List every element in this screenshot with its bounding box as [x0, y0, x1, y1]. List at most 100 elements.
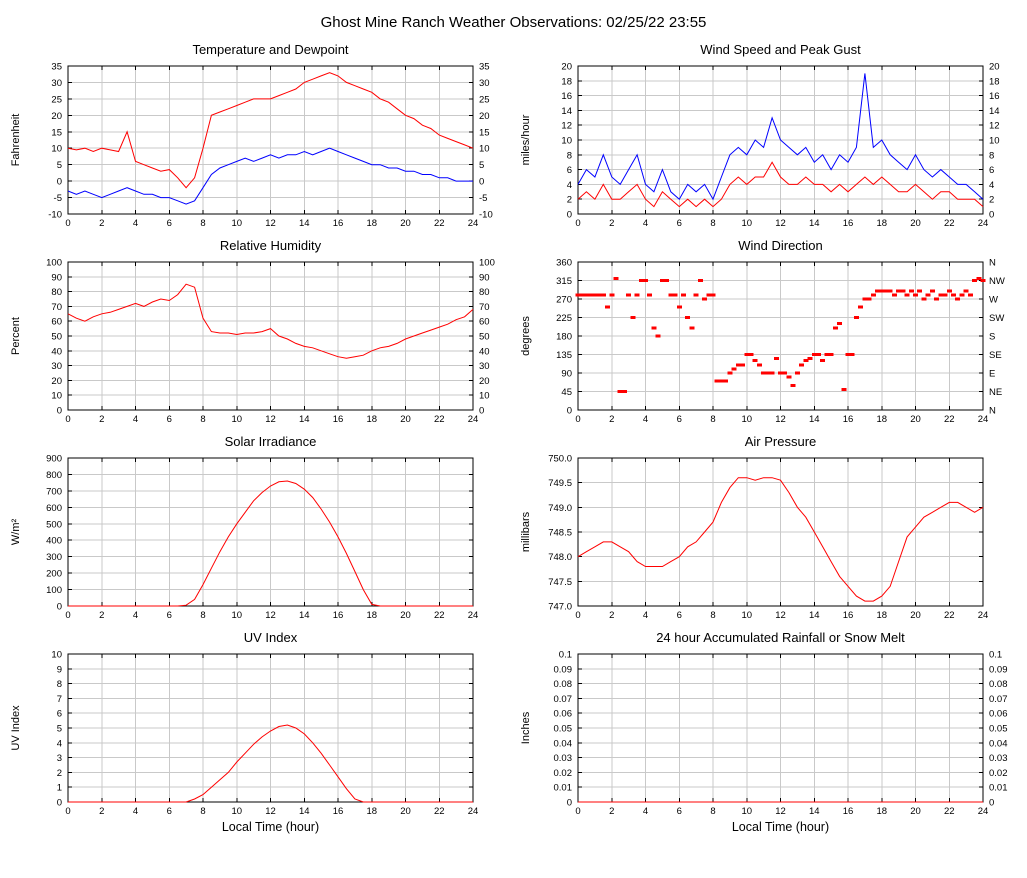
svg-text:12: 12: [265, 610, 276, 621]
svg-text:W: W: [989, 295, 998, 306]
chart-air-pressure: Air Pressure 0 2 4 6 8 10 12 14 16 18 20 22 24 747.0 7…: [516, 433, 1021, 623]
svg-text:5: 5: [479, 160, 484, 171]
svg-text:90: 90: [51, 272, 62, 283]
svg-text:0: 0: [989, 798, 994, 809]
svg-text:0: 0: [57, 602, 62, 613]
svg-text:500: 500: [46, 519, 62, 530]
svg-text:8: 8: [57, 679, 62, 690]
svg-text:22: 22: [944, 218, 955, 229]
svg-text:9: 9: [57, 664, 62, 675]
svg-text:900: 900: [46, 454, 62, 465]
svg-text:0.05: 0.05: [989, 724, 1008, 735]
svg-text:18: 18: [366, 610, 377, 621]
chart-uv-index: UV Index 0 2 4 6 8 10 12 14 16 18 20 22 24 0 1 2 3 4 5 6 7 8 9…: [6, 629, 511, 837]
svg-text:14: 14: [299, 610, 310, 621]
svg-text:24: 24: [978, 806, 989, 817]
svg-text:6: 6: [167, 610, 172, 621]
svg-text:SE: SE: [989, 350, 1002, 361]
svg-text:45: 45: [561, 387, 572, 398]
svg-text:16: 16: [561, 91, 572, 102]
x-axis-label-left: Local Time (hour): [221, 820, 320, 834]
svg-text:10: 10: [479, 144, 490, 155]
svg-text:2: 2: [609, 610, 614, 621]
x-axis-label-right: Local Time (hour): [731, 820, 830, 834]
svg-text:0.02: 0.02: [554, 768, 573, 779]
svg-text:6: 6: [167, 414, 172, 425]
svg-text:60: 60: [479, 317, 490, 328]
svg-text:100: 100: [479, 258, 495, 269]
svg-text:20: 20: [479, 111, 490, 122]
svg-text:NE: NE: [989, 387, 1002, 398]
svg-text:-5: -5: [54, 193, 62, 204]
svg-text:24: 24: [978, 414, 989, 425]
svg-text:16: 16: [843, 218, 854, 229]
svg-text:6: 6: [677, 414, 682, 425]
svg-text:22: 22: [434, 414, 445, 425]
svg-text:12: 12: [265, 414, 276, 425]
svg-text:22: 22: [944, 610, 955, 621]
svg-text:20: 20: [51, 111, 62, 122]
page-title: Ghost Mine Ranch Weather Observations: 0…: [320, 14, 707, 31]
svg-text:18: 18: [876, 610, 887, 621]
svg-text:S: S: [989, 332, 995, 343]
svg-text:24: 24: [468, 218, 479, 229]
svg-text:30: 30: [479, 361, 490, 372]
svg-text:0.05: 0.05: [554, 724, 573, 735]
svg-text:8: 8: [710, 414, 715, 425]
svg-text:90: 90: [561, 369, 572, 380]
svg-text:10: 10: [741, 414, 752, 425]
svg-text:2: 2: [99, 218, 104, 229]
svg-text:10: 10: [231, 414, 242, 425]
svg-text:2: 2: [609, 414, 614, 425]
svg-text:4: 4: [989, 180, 994, 191]
svg-text:12: 12: [989, 121, 1000, 132]
svg-text:2: 2: [99, 806, 104, 817]
svg-text:0.03: 0.03: [554, 753, 573, 764]
svg-text:Percent: Percent: [10, 317, 22, 355]
svg-text:18: 18: [366, 414, 377, 425]
svg-text:12: 12: [775, 414, 786, 425]
svg-text:0: 0: [575, 610, 580, 621]
svg-text:14: 14: [989, 106, 1000, 117]
svg-text:12: 12: [561, 121, 572, 132]
svg-text:16: 16: [843, 806, 854, 817]
svg-text:2: 2: [57, 768, 62, 779]
svg-text:millibars: millibars: [520, 511, 532, 552]
chart-temperature-dewpoint: Temperature and Dewpoint 0 2 4 6 8 10 12 14 16 18…: [6, 41, 511, 231]
svg-text:5: 5: [57, 160, 62, 171]
svg-text:22: 22: [434, 806, 445, 817]
solar-irradiance-plot: 0 2 4 6 8 10 12 14 16 18 20 22 240100200300400500600…: [10, 454, 478, 622]
svg-text:14: 14: [299, 414, 310, 425]
chart-rainfall: 24 hour Accumulated Rainfall or Snow Mel…: [516, 629, 1021, 837]
svg-text:8: 8: [200, 414, 205, 425]
svg-text:40: 40: [479, 346, 490, 357]
svg-text:20: 20: [561, 62, 572, 73]
svg-text:18: 18: [561, 76, 572, 87]
svg-text:0: 0: [567, 798, 572, 809]
svg-text:4: 4: [643, 218, 648, 229]
svg-text:6: 6: [57, 709, 62, 720]
svg-text:0: 0: [575, 218, 580, 229]
svg-text:70: 70: [479, 302, 490, 313]
svg-text:0.03: 0.03: [989, 753, 1008, 764]
svg-text:16: 16: [843, 610, 854, 621]
svg-text:2: 2: [99, 414, 104, 425]
svg-text:10: 10: [51, 650, 62, 661]
svg-text:25: 25: [479, 94, 490, 105]
svg-text:22: 22: [434, 610, 445, 621]
svg-text:6: 6: [567, 165, 572, 176]
charts-grid: Temperature and Dewpoint 0 2 4 6 8 10 12 14 16 18…: [6, 41, 1021, 837]
svg-text:0: 0: [57, 798, 62, 809]
svg-text:2: 2: [567, 195, 572, 206]
svg-text:8: 8: [989, 150, 994, 161]
svg-text:4: 4: [57, 738, 62, 749]
svg-text:700: 700: [46, 486, 62, 497]
svg-text:100: 100: [46, 585, 62, 596]
svg-text:22: 22: [434, 218, 445, 229]
svg-text:3: 3: [57, 753, 62, 764]
svg-text:22: 22: [944, 414, 955, 425]
svg-text:16: 16: [989, 91, 1000, 102]
svg-text:14: 14: [299, 218, 310, 229]
svg-text:225: 225: [556, 313, 572, 324]
